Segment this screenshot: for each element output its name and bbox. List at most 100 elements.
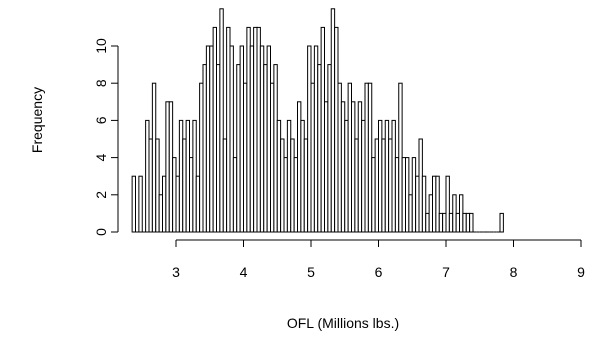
histogram-bar [280,138,285,233]
histogram-bar [452,194,457,233]
histogram-bar [256,26,261,233]
histogram-bar [421,175,427,233]
histogram-bar [273,64,278,233]
histogram-bar [405,157,410,233]
histogram-bar [148,138,153,233]
histogram-bar [270,82,275,233]
y-tick-label: 10 [93,38,109,54]
histogram-bar [283,157,288,233]
histogram-bar [232,157,238,233]
histogram-bar [324,101,329,233]
x-axis-title: OFL (Millions lbs.) [287,315,399,331]
histogram-bar [418,138,423,233]
y-tick-label: 0 [93,228,109,236]
x-tick-label: 8 [510,264,518,280]
histogram-bar [209,45,214,233]
histogram-bar [445,175,450,233]
histogram-bar [300,119,305,233]
histogram-bar [367,82,373,233]
histogram-bar [155,138,160,233]
histogram-bar [357,101,363,233]
histogram-bar [239,45,244,233]
histogram-bar [384,119,390,233]
histogram-bar [415,175,420,233]
y-tick-label: 2 [93,191,109,199]
x-tick-label: 5 [307,264,315,280]
histogram-bar [448,212,454,233]
histogram-bar [202,64,207,233]
histogram-bar [313,45,319,233]
x-tick-label: 4 [240,264,248,280]
histogram-bar [151,82,157,233]
histogram-bar [408,194,413,233]
histogram-bar [310,82,315,233]
histogram-bar [199,82,204,233]
histogram-bar [334,26,339,233]
histogram-bar [266,45,271,233]
histogram-bar [259,45,265,233]
histogram-bar [253,26,258,233]
x-tick-label: 6 [375,264,383,280]
x-tick-label: 3 [172,264,180,280]
y-axis-title: Frequency [29,87,45,153]
histogram-bar [469,212,474,233]
histogram-bar [212,26,217,233]
histogram-bar [351,101,356,233]
histogram-bar [398,82,403,233]
histogram-bar [371,157,376,233]
x-axis: 3 4 5 6 7 8 9 [172,239,585,280]
histogram-bar [297,101,302,233]
histogram-bar [249,45,255,233]
histogram-bar [442,212,447,233]
histogram-bar [364,82,369,233]
y-tick-label: 6 [93,116,109,124]
histogram-bar [263,64,268,233]
histogram-bar [276,119,282,233]
histogram-bar [243,82,248,233]
histogram-bar [195,175,201,233]
histogram-bar [216,64,221,233]
histogram-bar [374,138,379,233]
histogram-bar [432,175,437,233]
histogram-bar [290,138,295,233]
histogram-bar [162,175,167,233]
histogram-bar [145,119,150,233]
histogram-bar [391,119,396,233]
histogram-bar [185,119,190,233]
histogram-bar [182,138,187,233]
histogram-bar [381,138,386,233]
histogram-bar [401,157,406,233]
histogram-bar [388,138,393,233]
histogram-bar [320,26,325,233]
histogram-bar [189,157,194,233]
histogram-bar [378,119,383,233]
histogram-bar [286,119,292,233]
histogram-bar [138,175,143,233]
histogram-bar [330,8,336,233]
histogram-bar [192,119,197,233]
histogram-bar [394,157,400,233]
histogram-bar [165,101,170,233]
histogram-bar [293,157,298,233]
histogram-bar [499,212,504,233]
histogram-bar [307,45,312,233]
x-tick-label: 9 [577,264,585,280]
histogram-bar [131,175,136,233]
histogram-bar [226,26,231,233]
histogram-bar [205,45,211,233]
histogram-bar [455,212,460,233]
histogram-bar [438,212,444,233]
histogram-bar [428,194,433,233]
histogram-bar [327,64,332,233]
histogram-bar [425,212,430,233]
histogram-bar [246,26,251,233]
histogram-bar [229,45,234,233]
histogram-bar [222,138,228,233]
y-tick-label: 8 [93,79,109,87]
histogram-bar [354,138,359,233]
y-axis: 0 2 4 6 8 10 [93,38,119,236]
histogram-bar [340,101,346,233]
histogram-bar [435,175,440,233]
histogram-bar [172,157,177,233]
